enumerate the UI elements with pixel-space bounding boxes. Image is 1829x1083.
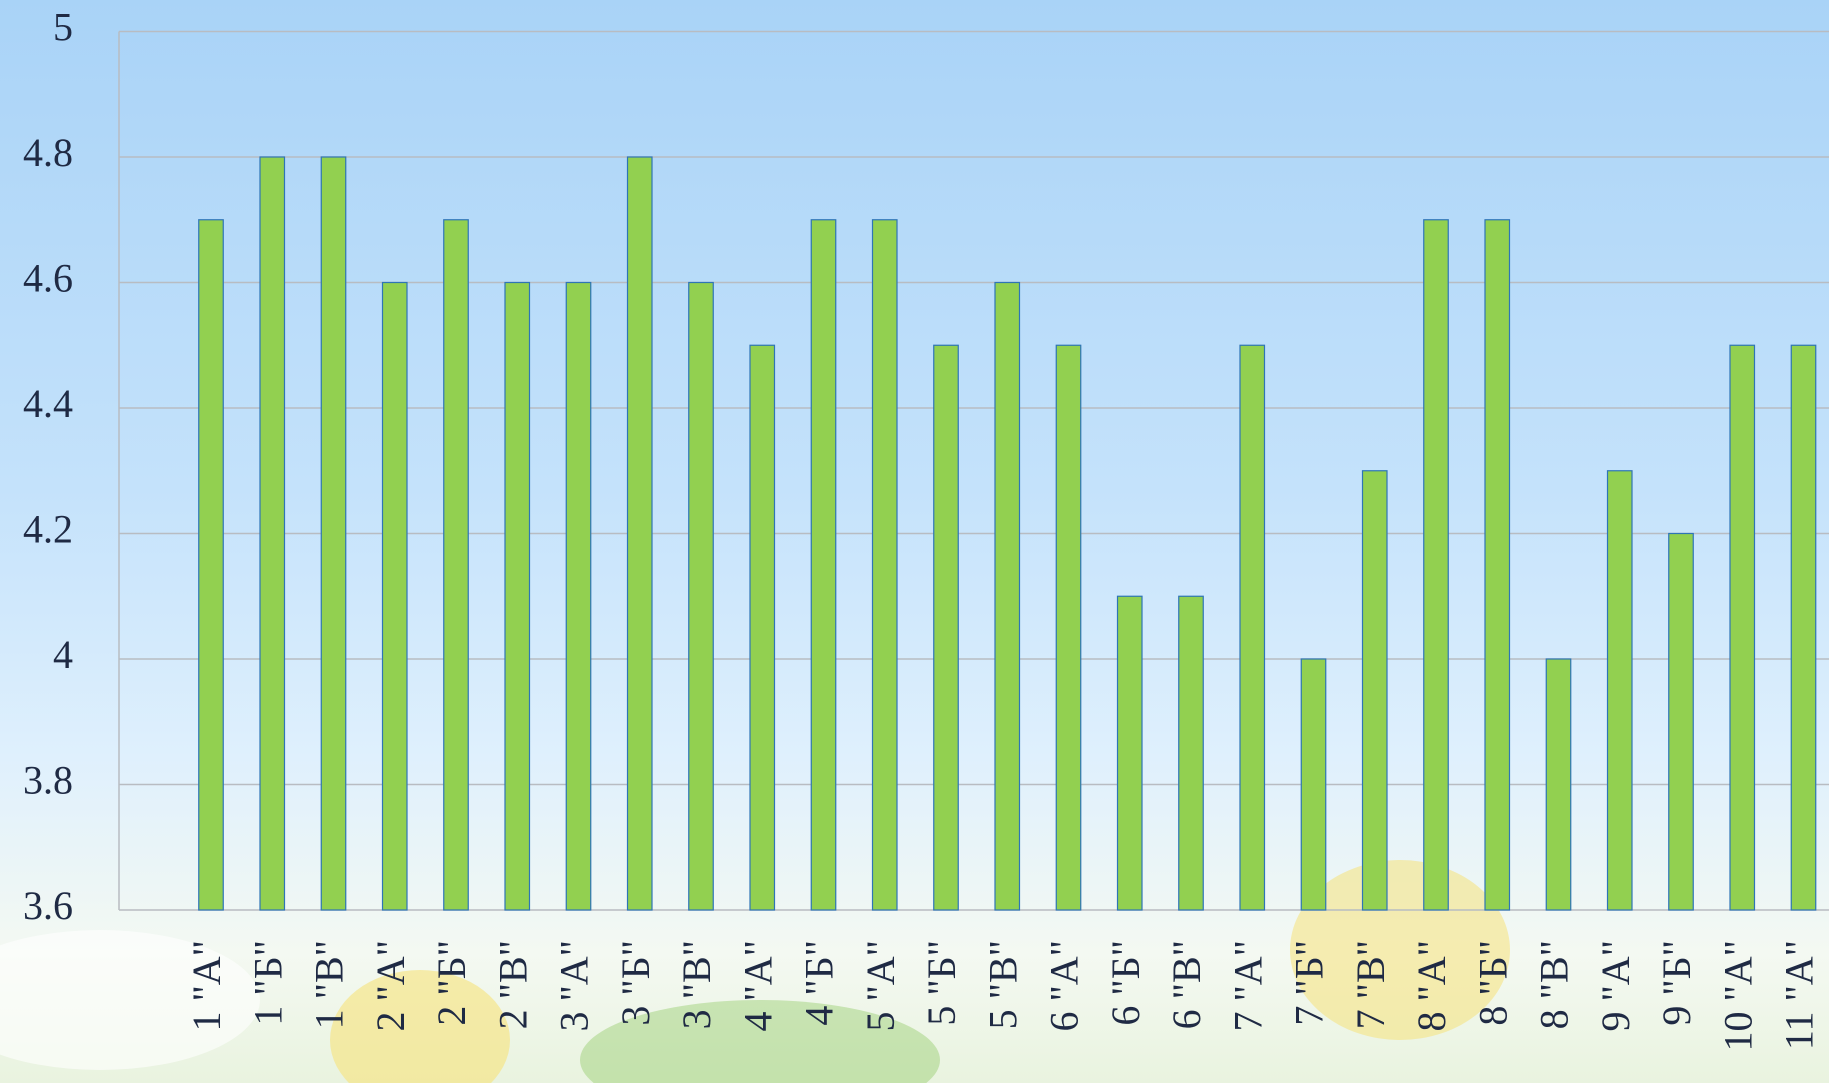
y-tick-label: 4.4 [23, 381, 73, 426]
x-tick-label: 8 "Б" [1470, 940, 1515, 1026]
x-tick-label: 1 "В" [307, 940, 352, 1029]
bar [1179, 596, 1204, 910]
bar [383, 283, 408, 911]
x-tick-label: 1 "А" [184, 940, 229, 1032]
x-tick-label: 7 "Б" [1287, 940, 1332, 1026]
bar [1363, 471, 1388, 910]
x-tick-label: 8 "В" [1532, 940, 1577, 1029]
x-tick-label: 4 "А" [735, 940, 780, 1032]
bar [1730, 345, 1755, 910]
bar [1608, 471, 1633, 910]
bar [750, 345, 775, 910]
x-tick-label: 2 "Б" [429, 940, 474, 1026]
y-tick-label: 3.6 [23, 883, 73, 928]
bar [628, 157, 653, 910]
x-tick-label: 2 "А" [368, 940, 413, 1032]
bar [566, 283, 591, 911]
page: 3.6 3.8 4 4.2 4.4 4.6 4.8 5 1 "А" 1 "Б" 1 "В" 2 "А"… [0, 0, 1829, 1083]
bar [1669, 534, 1694, 911]
bar [444, 220, 469, 910]
bar [995, 283, 1020, 911]
x-tick-label: 6 "А" [1042, 940, 1087, 1032]
x-tick-label: 1 "Б" [245, 940, 290, 1026]
bar [934, 345, 959, 910]
y-tick-label: 4 [53, 632, 73, 677]
y-tick-label: 5 [53, 5, 73, 50]
bar [1485, 220, 1510, 910]
x-tick-label: 3 "Б" [613, 940, 658, 1026]
bar [873, 220, 898, 910]
x-tick-label: 3 "В" [674, 940, 719, 1029]
bar [1301, 659, 1326, 910]
y-tick-label: 3.8 [23, 758, 73, 803]
bar [1056, 345, 1081, 910]
x-tick-label: 3 "А" [552, 940, 597, 1032]
decor [330, 970, 510, 1083]
bar [689, 283, 714, 911]
bar [1791, 345, 1816, 910]
y-tick-label: 4.2 [23, 507, 73, 552]
x-tick-label: 5 "В" [980, 940, 1025, 1029]
bar [505, 283, 530, 911]
x-tick-label: 8 "А" [1409, 940, 1454, 1032]
x-tick-label: 5 "Б" [919, 940, 964, 1026]
x-tick-label: 2 "В" [490, 940, 535, 1029]
bar [1546, 659, 1571, 910]
x-tick-label: 4 "Б" [797, 940, 842, 1026]
x-tick-label: 9 "А" [1593, 940, 1638, 1032]
bar [199, 220, 224, 910]
x-tick-label: 10 "А" [1715, 940, 1760, 1052]
bar [1118, 596, 1143, 910]
bar [1424, 220, 1449, 910]
x-tick-label: 6 "В" [1164, 940, 1209, 1029]
x-tick-label: 11 "А" [1777, 940, 1822, 1050]
x-tick-label: 7 "В" [1348, 940, 1393, 1029]
bar [260, 157, 285, 910]
y-tick-label: 4.8 [23, 130, 73, 175]
bar [321, 157, 346, 910]
x-tick-label: 5 "А" [858, 940, 903, 1032]
bar [1240, 345, 1265, 910]
x-tick-label: 6 "Б" [1103, 940, 1148, 1026]
bar [811, 220, 836, 910]
x-tick-label: 7 "А" [1225, 940, 1270, 1032]
y-tick-label: 4.6 [23, 256, 73, 301]
x-tick-label: 9 "Б" [1654, 940, 1699, 1026]
chart: 3.6 3.8 4 4.2 4.4 4.6 4.8 5 1 "А" 1 "Б" 1 "В" 2 "А"… [0, 0, 1829, 1083]
